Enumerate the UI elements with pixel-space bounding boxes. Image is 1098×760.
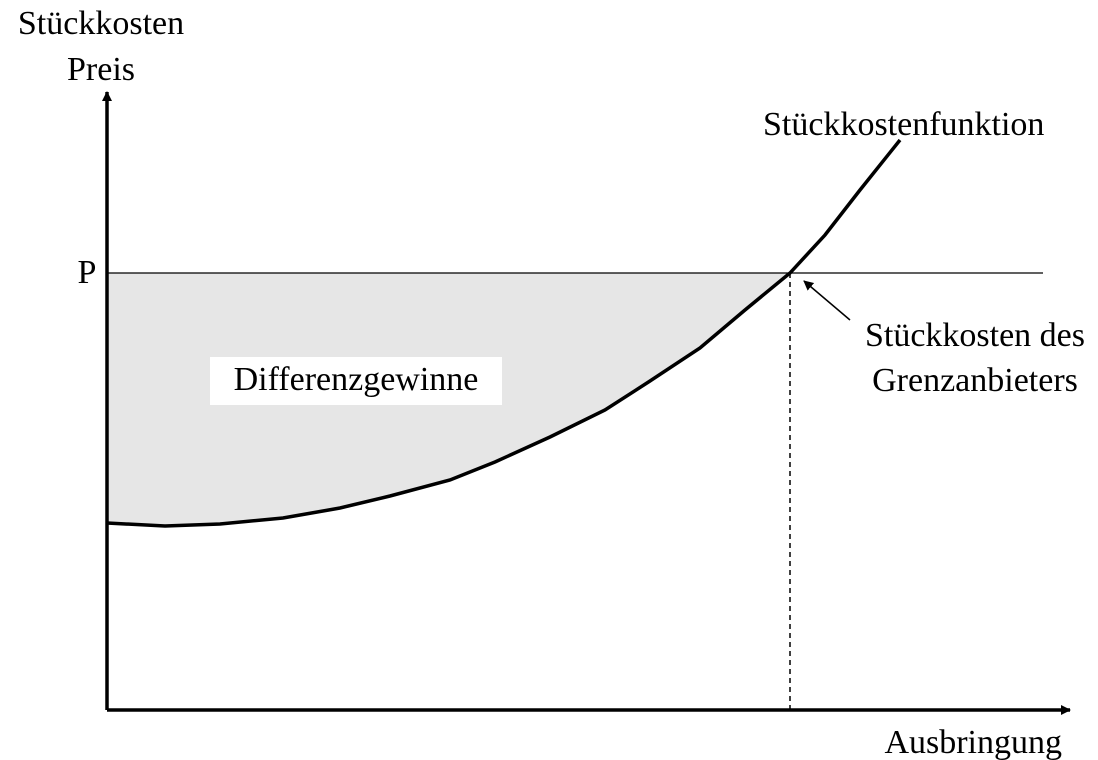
x-axis-label: Ausbringung bbox=[884, 724, 1062, 760]
region-label-box bbox=[210, 357, 502, 405]
curve-label: Stückkostenfunktion bbox=[763, 106, 1044, 143]
annotation-arrow bbox=[803, 280, 851, 321]
annotation: Grenzanbieters bbox=[872, 362, 1078, 399]
cost-curve bbox=[106, 138, 902, 528]
annotation: Stückkosten des bbox=[865, 317, 1085, 354]
y-axis-label: Stückkosten bbox=[18, 5, 184, 42]
region-label: Differenzgewinne bbox=[234, 361, 479, 398]
price-label: P bbox=[78, 254, 97, 291]
y-axis-label: Preis bbox=[67, 51, 135, 88]
